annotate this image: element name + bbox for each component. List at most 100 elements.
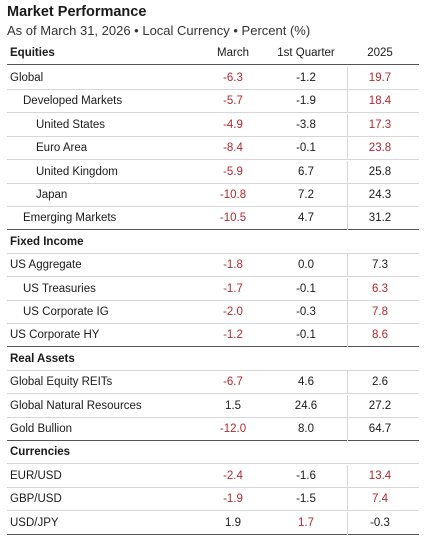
quarter-value: 24.6 <box>294 399 318 412</box>
column-divider <box>347 511 348 535</box>
section-header: Currencies <box>7 441 419 465</box>
march-value: -10.5 <box>219 212 247 225</box>
table-row: Developed Markets -5.7 -1.9 18.4 <box>7 90 419 114</box>
year-value: 27.2 <box>368 399 392 412</box>
quarter-value: 6.7 <box>298 165 314 178</box>
march-value: -6.3 <box>223 72 243 84</box>
march-value: 1.5 <box>225 399 241 412</box>
march-value: -1.9 <box>223 493 243 506</box>
table-row: United Kingdom -5.9 6.7 25.8 <box>7 160 419 184</box>
year-value: 18.4 <box>368 95 392 108</box>
column-divider <box>347 324 348 348</box>
column-divider <box>347 277 348 301</box>
table-row: Euro Area -8.4 -0.1 23.8 <box>7 137 419 161</box>
row-label: US Aggregate <box>10 259 82 272</box>
quarter-value: 4.6 <box>298 376 314 389</box>
row-label: Developed Markets <box>23 95 123 108</box>
section-label: Real Assets <box>10 352 75 365</box>
year-value: 13.4 <box>368 469 392 482</box>
column-divider <box>347 394 348 418</box>
table-row: Global -6.3 -1.2 19.7 <box>7 67 419 90</box>
march-value: -6.7 <box>223 376 243 389</box>
column-divider <box>347 488 348 512</box>
column-divider <box>347 207 348 231</box>
quarter-value: -0.1 <box>296 282 316 295</box>
table-row: Global Equity REITs -6.7 4.6 2.6 <box>7 371 419 395</box>
row-label: EUR/USD <box>10 469 62 482</box>
row-label: Emerging Markets <box>23 212 117 225</box>
quarter-value: 7.2 <box>298 189 314 201</box>
row-label: Japan <box>36 189 68 201</box>
table-row: GBP/USD -1.9 -1.5 7.4 <box>7 488 419 512</box>
table-header: Equities March 1st Quarter 2025 <box>7 45 419 65</box>
quarter-value: 0.0 <box>298 259 314 272</box>
column-divider <box>347 464 348 488</box>
march-value: -10.8 <box>219 189 247 201</box>
quarter-value: -3.8 <box>296 118 316 131</box>
section-label: Fixed Income <box>10 235 84 248</box>
row-label: Global <box>10 72 44 84</box>
quarter-value: -0.3 <box>296 306 316 318</box>
march-value: 1.9 <box>225 516 241 529</box>
row-label: United States <box>36 118 106 131</box>
table-row: Global Natural Resources 1.5 24.6 27.2 <box>7 394 419 418</box>
quarter-value: -1.5 <box>296 493 316 506</box>
row-label: US Treasuries <box>23 282 96 295</box>
row-label: USD/JPY <box>10 516 59 529</box>
row-label: Euro Area <box>36 142 88 155</box>
march-value: -2.0 <box>223 306 243 318</box>
page-subtitle: As of March 31, 2026 • Local Currency • … <box>7 23 311 38</box>
column-divider <box>347 301 348 324</box>
column-divider <box>347 418 348 441</box>
column-divider <box>347 184 348 207</box>
year-value: -0.3 <box>370 516 390 529</box>
table-row: EUR/USD -2.4 -1.6 13.4 <box>7 464 419 488</box>
quarter-value: -1.2 <box>296 72 316 84</box>
row-label: Gold Bullion <box>10 423 73 435</box>
column-divider <box>347 160 348 184</box>
table-row: US Corporate HY -1.2 -0.1 8.6 <box>7 324 419 348</box>
year-value: 2.6 <box>372 376 388 389</box>
table-row: Gold Bullion -12.0 8.0 64.7 <box>7 418 419 441</box>
quarter-value: -0.1 <box>296 329 316 342</box>
section-label: Currencies <box>10 446 71 459</box>
march-value: -1.8 <box>223 259 243 272</box>
march-value: -1.7 <box>223 282 243 295</box>
march-value: -8.4 <box>223 142 243 155</box>
year-value: 7.4 <box>372 493 388 506</box>
column-divider <box>347 254 348 278</box>
year-value: 23.8 <box>368 142 392 155</box>
page-title: Market Performance <box>7 4 147 20</box>
column-divider <box>347 137 348 161</box>
column-divider <box>347 67 348 90</box>
section-header: Real Assets <box>7 348 419 371</box>
march-value: -2.4 <box>223 469 243 482</box>
year-value: 64.7 <box>368 423 392 435</box>
row-label: GBP/USD <box>10 493 62 506</box>
table-row: USD/JPY 1.9 1.7 -0.3 <box>7 511 419 535</box>
table-row: United States -4.9 -3.8 17.3 <box>7 113 419 137</box>
quarter-value: -0.1 <box>296 142 316 155</box>
year-value: 25.8 <box>368 165 392 178</box>
year-value: 31.2 <box>368 212 392 225</box>
march-value: -1.2 <box>223 329 243 342</box>
quarter-value: 8.0 <box>298 423 314 435</box>
quarter-value: 1.7 <box>298 516 314 529</box>
year-value: 24.3 <box>368 189 392 201</box>
header-2025: 2025 <box>367 47 393 59</box>
quarter-value: -1.6 <box>296 469 316 482</box>
table-row: US Treasuries -1.7 -0.1 6.3 <box>7 277 419 301</box>
quarter-value: 4.7 <box>298 212 314 225</box>
march-value: -5.7 <box>223 95 243 108</box>
year-value: 19.7 <box>368 72 392 84</box>
year-value: 17.3 <box>368 118 392 131</box>
row-label: US Corporate IG <box>23 306 109 318</box>
march-value: -12.0 <box>219 423 247 435</box>
column-divider <box>347 113 348 137</box>
year-value: 8.6 <box>372 329 388 342</box>
quarter-value: -1.9 <box>296 95 316 108</box>
table-row: Emerging Markets -10.5 4.7 31.2 <box>7 207 419 231</box>
table-row: US Aggregate -1.8 0.0 7.3 <box>7 254 419 278</box>
header-category: Equities <box>10 47 55 59</box>
year-value: 6.3 <box>372 282 388 295</box>
